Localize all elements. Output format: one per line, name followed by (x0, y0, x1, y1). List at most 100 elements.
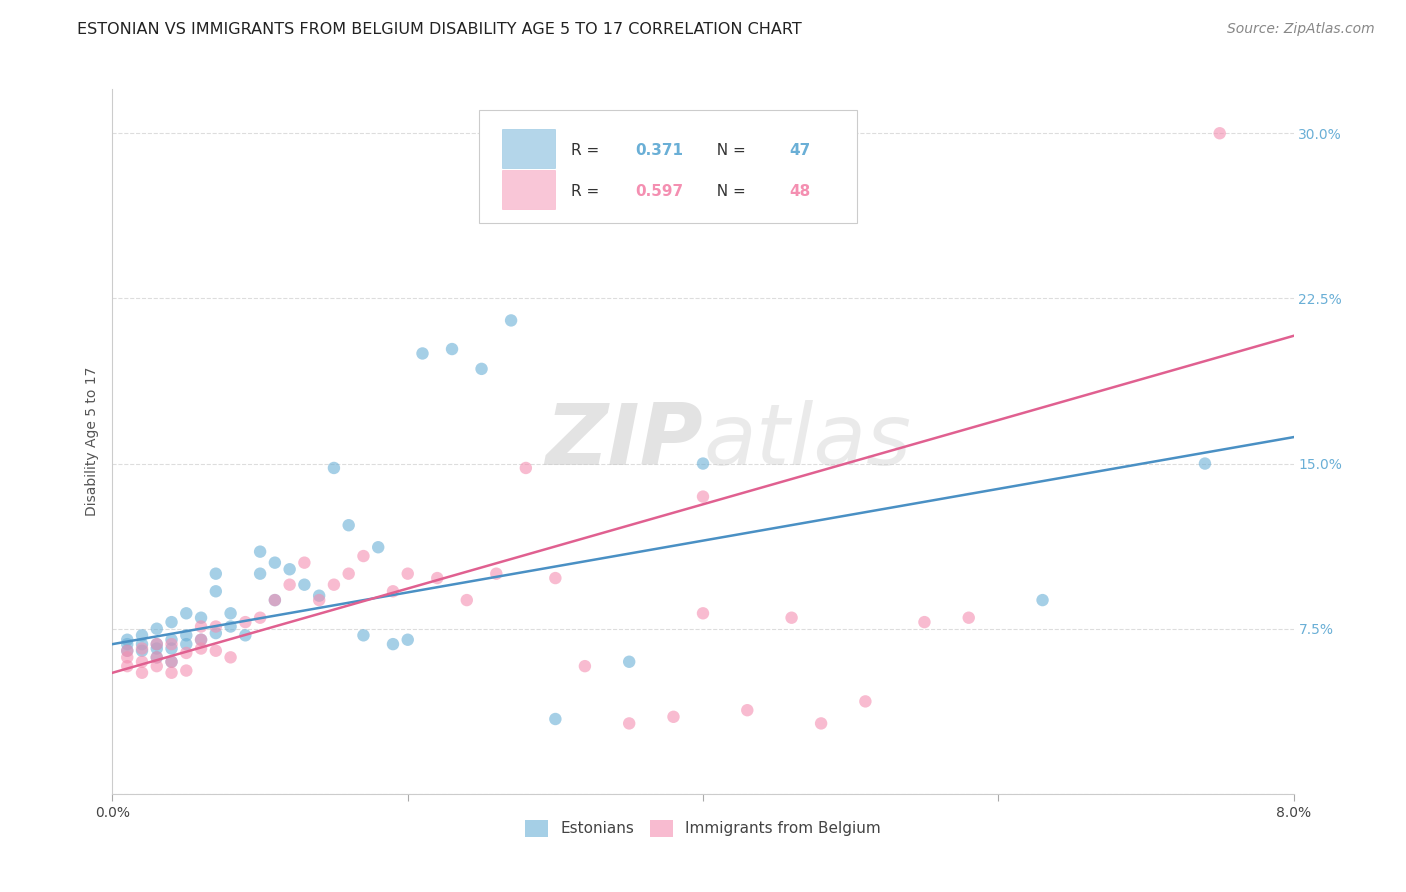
Point (131, 655, 153, 669)
FancyBboxPatch shape (478, 111, 856, 223)
Point (780, 610, 803, 624)
Point (174, 664, 197, 678)
Point (292, 556, 315, 570)
Text: 0.371: 0.371 (636, 143, 683, 158)
Point (131, 644, 153, 658)
Y-axis label: Disability Age 5 to 17: Disability Age 5 to 17 (84, 367, 98, 516)
Point (131, 665, 153, 680)
Point (117, 644, 138, 658)
Point (471, 362, 494, 376)
Point (174, 637, 197, 651)
Point (249, 566, 271, 581)
Point (914, 615, 936, 629)
Point (396, 632, 419, 647)
Point (382, 637, 405, 651)
Point (160, 665, 183, 680)
Text: R =: R = (571, 143, 603, 158)
Point (160, 615, 183, 629)
Point (323, 461, 346, 475)
Point (1208, 126, 1232, 140)
Point (1032, 593, 1054, 607)
Point (117, 650, 138, 665)
Point (382, 584, 405, 599)
Point (278, 577, 301, 591)
Point (174, 646, 197, 660)
Point (337, 518, 360, 533)
Point (853, 694, 877, 708)
FancyBboxPatch shape (502, 129, 555, 168)
Point (308, 589, 330, 603)
Point (352, 628, 374, 642)
Point (544, 712, 567, 726)
Text: ZIP: ZIP (546, 400, 703, 483)
Point (131, 637, 153, 651)
Point (190, 641, 212, 656)
Point (146, 637, 169, 651)
Point (367, 541, 389, 555)
Point (441, 342, 464, 356)
Point (190, 632, 212, 647)
Point (219, 607, 242, 621)
Point (249, 610, 271, 624)
Point (264, 556, 287, 570)
FancyBboxPatch shape (502, 170, 555, 209)
Text: 47: 47 (789, 143, 810, 158)
Point (515, 461, 537, 475)
Point (190, 610, 212, 624)
Point (205, 644, 228, 658)
Point (456, 593, 478, 607)
Point (233, 615, 256, 629)
Point (146, 659, 169, 673)
Point (160, 632, 183, 647)
Point (396, 566, 419, 581)
Point (160, 637, 183, 651)
Point (249, 544, 271, 558)
Text: R =: R = (571, 184, 603, 199)
Point (308, 593, 330, 607)
Point (117, 659, 138, 673)
Point (146, 641, 169, 656)
Point (692, 490, 714, 504)
Point (574, 659, 596, 673)
Text: Source: ZipAtlas.com: Source: ZipAtlas.com (1227, 22, 1375, 37)
Point (1194, 457, 1216, 471)
Point (219, 619, 242, 633)
Text: 48: 48 (789, 184, 810, 199)
Text: atlas: atlas (703, 400, 911, 483)
Point (205, 626, 228, 640)
Point (205, 619, 228, 633)
Point (619, 655, 641, 669)
Point (692, 607, 714, 621)
Point (662, 710, 685, 724)
Point (190, 619, 212, 633)
Text: ESTONIAN VS IMMIGRANTS FROM BELGIUM DISABILITY AGE 5 TO 17 CORRELATION CHART: ESTONIAN VS IMMIGRANTS FROM BELGIUM DISA… (77, 22, 801, 37)
Point (205, 584, 228, 599)
Point (219, 650, 242, 665)
Point (810, 716, 832, 731)
Point (501, 313, 523, 327)
Point (278, 562, 301, 576)
Point (174, 628, 197, 642)
Point (146, 650, 169, 665)
Point (619, 716, 641, 731)
Point (190, 632, 212, 647)
Point (160, 655, 183, 669)
Legend: Estonians, Immigrants from Belgium: Estonians, Immigrants from Belgium (519, 814, 887, 843)
Point (117, 632, 138, 647)
Point (117, 637, 138, 651)
Point (426, 571, 449, 585)
Point (146, 622, 169, 636)
Point (737, 703, 759, 717)
Point (117, 644, 138, 658)
Point (544, 571, 567, 585)
Point (323, 577, 346, 591)
Point (352, 549, 374, 563)
Point (174, 607, 197, 621)
Point (160, 641, 183, 656)
Text: N =: N = (707, 184, 751, 199)
Point (264, 593, 287, 607)
Point (485, 566, 508, 581)
Point (131, 641, 153, 656)
Point (412, 346, 434, 360)
Text: N =: N = (707, 143, 751, 158)
